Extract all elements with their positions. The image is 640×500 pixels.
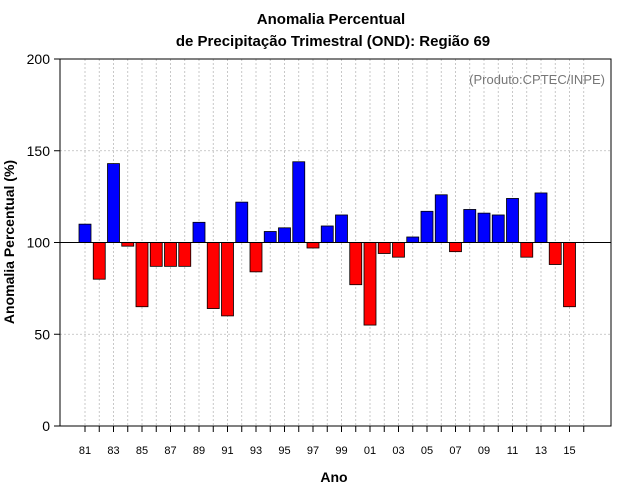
bar-95 xyxy=(278,227,291,243)
bar-98 xyxy=(320,225,334,243)
bar-10 xyxy=(491,214,505,243)
bar-81 xyxy=(78,223,92,243)
x-tick-label: 13 xyxy=(535,445,547,457)
x-tick-label: 97 xyxy=(307,445,319,457)
x-tick-label: 99 xyxy=(335,445,347,457)
bar-08 xyxy=(463,209,477,243)
bar-06 xyxy=(434,194,448,243)
x-tick-label: 83 xyxy=(107,445,119,457)
x-tick-label: 03 xyxy=(392,445,404,457)
bar-84 xyxy=(121,242,135,247)
x-tick-label: 01 xyxy=(364,445,376,457)
bar-04 xyxy=(406,236,420,243)
bar-96 xyxy=(292,161,306,243)
bar-89 xyxy=(192,221,206,243)
bar-14 xyxy=(548,242,562,265)
bar-15 xyxy=(563,242,576,308)
bar-82 xyxy=(92,242,106,280)
x-axis-label: Ano xyxy=(320,469,347,485)
x-tick-label: 95 xyxy=(278,445,290,457)
bar-07 xyxy=(449,242,462,253)
y-tick-label: 50 xyxy=(34,326,50,342)
x-tick-label: 89 xyxy=(193,445,205,457)
bar-05 xyxy=(420,210,434,243)
x-tick-label: 91 xyxy=(221,445,233,457)
chart-title: Anomalia Percentual xyxy=(257,11,405,28)
bar-85 xyxy=(135,242,149,308)
bar-93 xyxy=(249,242,263,273)
grid xyxy=(60,58,611,427)
bar-11 xyxy=(506,198,519,243)
x-tick-label: 07 xyxy=(449,445,461,457)
bars xyxy=(78,161,576,326)
bar-03 xyxy=(392,242,405,258)
x-tick-label: 05 xyxy=(421,445,433,457)
x-axis: 81 83 85 87 89 91 93 95 97 99 01 03 05 07 09 11 13 15 xyxy=(79,426,585,457)
x-tick-label: 09 xyxy=(478,445,490,457)
x-tick-label: 85 xyxy=(136,445,148,457)
y-tick-label: 150 xyxy=(27,143,51,159)
y-tick-label: 100 xyxy=(27,235,51,251)
bar-91 xyxy=(221,242,234,317)
y-tick-label: 0 xyxy=(42,418,50,434)
chart-subtitle: de Precipitação Trimestral (OND): Região… xyxy=(176,33,490,50)
bar-09 xyxy=(477,212,491,243)
x-tick-label: 93 xyxy=(250,445,262,457)
bar-83 xyxy=(107,163,120,243)
bar-92 xyxy=(235,201,249,243)
y-axis: 0 50 100 150 200 xyxy=(27,51,60,434)
credit-text: (Produto:CPTEC/INPE) xyxy=(469,72,605,87)
bar-99 xyxy=(335,214,348,243)
x-tick-label: 11 xyxy=(507,445,518,457)
bar-00 xyxy=(349,242,363,286)
x-tick-label: 15 xyxy=(563,445,575,457)
bar-97 xyxy=(306,242,320,249)
bar-02 xyxy=(377,242,391,254)
bar-94 xyxy=(263,231,277,243)
y-axis-label: Anomalia Percentual (%) xyxy=(1,160,17,324)
bar-90 xyxy=(206,242,220,309)
bar-86 xyxy=(149,242,163,267)
x-tick-label: 81 xyxy=(79,445,91,457)
bar-12 xyxy=(520,242,534,258)
y-tick-label: 200 xyxy=(27,51,51,67)
bar-01 xyxy=(363,242,377,326)
bar-87 xyxy=(164,242,177,267)
bar-88 xyxy=(178,242,192,267)
bar-13 xyxy=(534,192,548,243)
x-tick-label: 87 xyxy=(164,445,176,457)
